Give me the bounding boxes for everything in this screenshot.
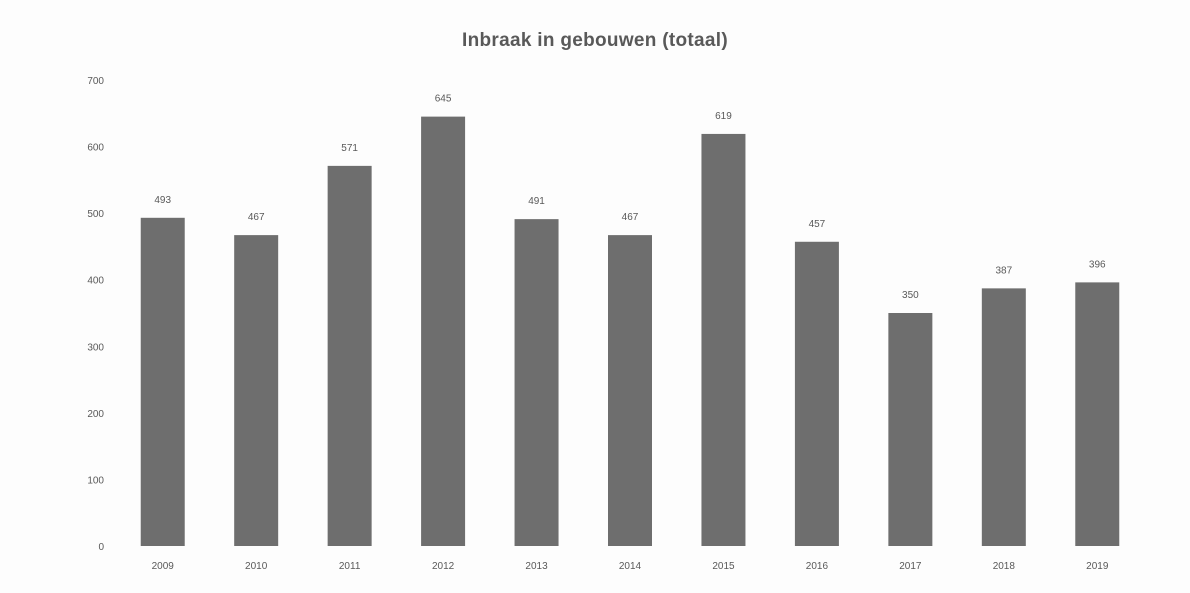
x-tick-label-2015: 2015 bbox=[712, 561, 735, 572]
data-label-2013: 491 bbox=[528, 196, 545, 207]
x-tick-label-2012: 2012 bbox=[432, 561, 455, 572]
bar-2015 bbox=[701, 133, 746, 546]
data-label-2014: 467 bbox=[622, 212, 639, 223]
bar-2017 bbox=[888, 313, 933, 546]
bar-2013 bbox=[514, 219, 559, 547]
y-tick-label: 700 bbox=[87, 76, 104, 87]
data-label-2009: 493 bbox=[154, 195, 171, 206]
data-label-2017: 350 bbox=[902, 290, 919, 301]
y-tick-label: 200 bbox=[87, 409, 104, 420]
x-tick-label-2014: 2014 bbox=[619, 561, 642, 572]
y-axis: 0 100 200 300 400 500 600 700 bbox=[87, 76, 104, 553]
data-label-2010: 467 bbox=[248, 212, 265, 223]
bar-2018 bbox=[981, 288, 1026, 546]
bar-2010 bbox=[234, 235, 279, 546]
data-label-2011: 571 bbox=[341, 143, 358, 154]
x-tick-label-2016: 2016 bbox=[806, 561, 829, 572]
bar-2014 bbox=[608, 235, 652, 546]
data-label-2015: 619 bbox=[715, 111, 732, 122]
data-label-2012: 645 bbox=[435, 94, 452, 105]
bar-2009 bbox=[140, 217, 185, 546]
bar-2011 bbox=[327, 165, 372, 546]
y-tick-label: 400 bbox=[87, 276, 104, 287]
chart-title: Inbraak in gebouwen (totaal) bbox=[462, 30, 728, 51]
bar-2012 bbox=[421, 116, 466, 546]
bar-2016 bbox=[794, 241, 839, 547]
y-tick-label: 600 bbox=[87, 143, 104, 154]
x-tick-label-2009: 2009 bbox=[152, 561, 175, 572]
x-tick-label-2010: 2010 bbox=[245, 561, 268, 572]
y-tick-label: 500 bbox=[87, 209, 104, 220]
data-label-2019: 396 bbox=[1089, 259, 1106, 270]
data-label-2016: 457 bbox=[809, 219, 826, 230]
value-labels-group: 493 467 571 645 491 467 619 457 350 387 396 bbox=[154, 94, 1106, 301]
x-tick-label-2011: 2011 bbox=[339, 561, 361, 572]
bar-2019 bbox=[1075, 282, 1120, 546]
x-tick-label-2013: 2013 bbox=[525, 561, 548, 572]
bars-group bbox=[140, 116, 1120, 547]
y-tick-label: 300 bbox=[87, 342, 104, 353]
x-axis: 2009 2010 2011 2012 2013 2014 2015 2016 2017 2018… bbox=[152, 561, 1109, 572]
y-tick-label: 0 bbox=[98, 542, 104, 553]
x-tick-label-2019: 2019 bbox=[1086, 561, 1109, 572]
data-label-2018: 387 bbox=[995, 265, 1012, 276]
x-tick-label-2018: 2018 bbox=[993, 561, 1016, 572]
x-tick-label-2017: 2017 bbox=[899, 561, 922, 572]
y-tick-label: 100 bbox=[87, 475, 104, 486]
